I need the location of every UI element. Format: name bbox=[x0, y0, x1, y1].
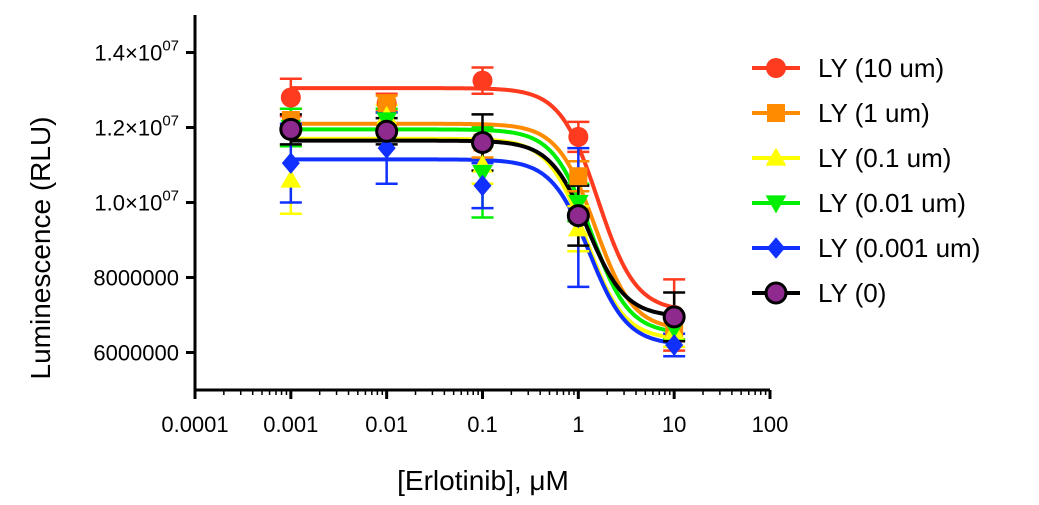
x-tick-label: 0.001 bbox=[263, 412, 318, 437]
error-bars bbox=[279, 66, 686, 358]
x-tick-label: 0.01 bbox=[365, 412, 408, 437]
legend-marker bbox=[765, 147, 787, 166]
data-point bbox=[377, 94, 396, 113]
data-point bbox=[665, 334, 684, 356]
data-points bbox=[279, 70, 686, 356]
legend-marker bbox=[765, 195, 787, 214]
x-tick-label: 0.0001 bbox=[161, 412, 228, 437]
data-point bbox=[377, 137, 396, 159]
x-tick-label: 100 bbox=[752, 412, 789, 437]
data-point bbox=[567, 194, 589, 213]
y-tick-label: 1.4×1007 bbox=[94, 38, 179, 66]
legend: LY (10 um) LY (1 um) LY (0.1 um) LY (0.01 u… bbox=[752, 53, 980, 308]
legend-label: LY (0.01 um) bbox=[818, 188, 966, 218]
data-point bbox=[280, 87, 301, 108]
legend-marker bbox=[764, 281, 788, 305]
data-point bbox=[375, 119, 399, 143]
data-point bbox=[279, 117, 303, 141]
axes: 0.0001 0.001 0.01 0.1 1 10 100 6000000 8000000 1.… bbox=[93, 15, 788, 437]
data-point bbox=[662, 305, 686, 329]
legend-label: LY (0) bbox=[818, 278, 886, 308]
legend-label: LY (10 um) bbox=[818, 53, 944, 83]
legend-marker bbox=[766, 58, 786, 78]
x-tick-label: 10 bbox=[662, 412, 686, 437]
legend-label: LY (1 um) bbox=[818, 98, 930, 128]
legend-label: LY (0.001 um) bbox=[818, 233, 980, 263]
legend-marker bbox=[767, 237, 785, 259]
y-tick-label: 6000000 bbox=[93, 341, 179, 366]
data-point bbox=[281, 152, 300, 174]
data-point bbox=[473, 174, 492, 197]
legend-marker bbox=[767, 104, 785, 122]
data-point bbox=[566, 204, 590, 228]
x-tick-label: 0.1 bbox=[467, 412, 498, 437]
data-point bbox=[472, 70, 493, 91]
data-point bbox=[471, 131, 494, 154]
x-tick-label: 1 bbox=[572, 412, 584, 437]
y-tick-label: 8000000 bbox=[93, 266, 179, 291]
data-point bbox=[569, 167, 588, 186]
y-tick-label: 1.2×1007 bbox=[94, 113, 179, 141]
y-tick-label: 1.0×1007 bbox=[94, 188, 179, 216]
y-axis-title: Luminescence (RLU) bbox=[25, 117, 56, 380]
x-axis-title: [Erlotinib], μM bbox=[397, 465, 569, 496]
legend-label: LY (0.1 um) bbox=[818, 143, 951, 173]
data-point bbox=[472, 164, 493, 183]
data-point bbox=[568, 126, 589, 147]
data-point bbox=[280, 169, 302, 188]
